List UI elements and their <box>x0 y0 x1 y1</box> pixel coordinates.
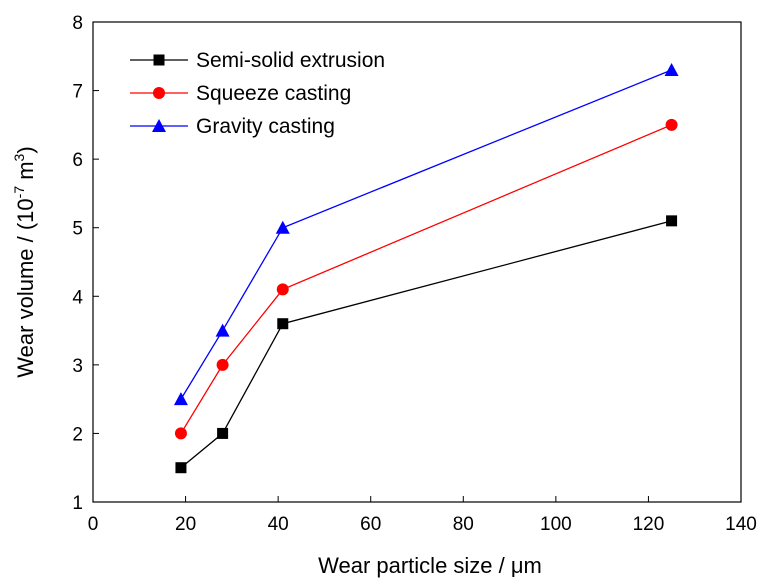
x-tick-label: 140 <box>725 514 757 535</box>
series-line <box>180 220 672 469</box>
data-point <box>216 358 229 371</box>
x-tick-label: 100 <box>540 514 572 535</box>
x-axis: 0 20 40 60 80 100 120 140 <box>88 496 757 535</box>
y-tick-label: 2 <box>72 424 83 445</box>
x-tick-label: 40 <box>268 514 289 535</box>
legend-label: Gravity casting <box>196 115 335 138</box>
y-axis-title: Wear volume / (10-7 m3) <box>11 146 38 377</box>
legend: Semi-solid extrusion Squeeze casting Gravi… <box>130 49 385 138</box>
data-point <box>174 427 187 440</box>
x-tick-label: 0 <box>88 514 99 535</box>
data-point <box>665 118 678 131</box>
y-tick-label: 5 <box>72 219 83 240</box>
series-line <box>180 124 672 434</box>
data-point <box>173 392 188 406</box>
y-tick-label: 8 <box>72 13 83 34</box>
legend-marker <box>153 54 165 66</box>
data-point <box>175 462 187 474</box>
y-tick-label: 6 <box>72 150 83 171</box>
data-point <box>217 427 229 439</box>
x-tick-label: 120 <box>633 514 665 535</box>
data-point <box>277 318 289 330</box>
y-tick-label: 3 <box>72 356 83 377</box>
y-tick-label: 7 <box>72 82 83 103</box>
series-layer <box>173 63 679 474</box>
data-point <box>275 220 290 234</box>
plot-frame <box>92 21 742 503</box>
y-tick-label: 4 <box>72 287 83 308</box>
x-tick-label: 60 <box>360 514 381 535</box>
x-tick-label: 80 <box>453 514 474 535</box>
legend-marker <box>152 119 166 132</box>
data-point <box>276 283 289 296</box>
data-point <box>666 215 678 227</box>
y-tick-label: 1 <box>72 493 83 514</box>
series-line <box>180 69 672 400</box>
data-point <box>664 63 679 76</box>
data-point <box>215 323 230 337</box>
x-axis-title: Wear particle size / μm <box>318 553 542 578</box>
x-tick-label: 20 <box>175 514 196 535</box>
y-axis: 1 2 3 4 5 6 7 8 <box>72 13 99 514</box>
legend-marker <box>153 87 165 99</box>
legend-label: Squeeze casting <box>196 82 351 105</box>
legend-label: Semi-solid extrusion <box>196 49 385 72</box>
